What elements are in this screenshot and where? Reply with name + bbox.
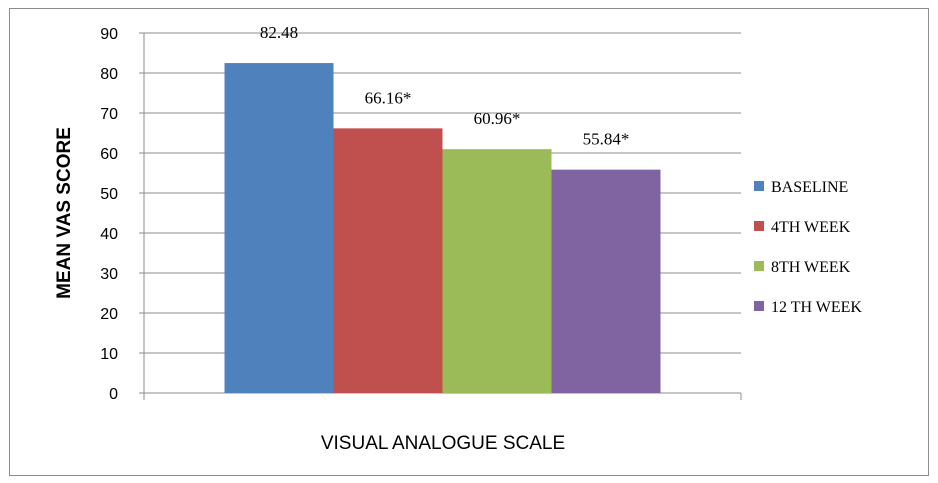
y-tick-label-50: 50 xyxy=(100,186,118,203)
y-tick-label-70: 70 xyxy=(100,106,118,123)
y-tick-label-10: 10 xyxy=(100,346,118,363)
legend-swatch-baseline xyxy=(754,181,764,191)
y-tick-label-40: 40 xyxy=(100,226,118,243)
y-tick-label-80: 80 xyxy=(100,66,118,83)
legend-swatch-4th-week xyxy=(754,221,764,231)
legend-label-8th-week: 8TH WEEK xyxy=(771,259,851,276)
y-tick-label-20: 20 xyxy=(100,306,118,323)
legend-label-12-th-week: 12 TH WEEK xyxy=(771,299,862,316)
legend-swatch-8th-week xyxy=(754,261,764,271)
data-label-baseline: 82.48 xyxy=(260,23,298,42)
bar-8th-week xyxy=(442,149,552,393)
y-tick-label-0: 0 xyxy=(109,386,118,403)
x-axis-title: VISUAL ANALOGUE SCALE xyxy=(321,433,565,454)
bars xyxy=(224,63,661,394)
data-labels: 82.48 66.16* 60.96* 55.84* xyxy=(260,23,630,149)
legend: BASELINE 4TH WEEK 8TH WEEK 12 TH WEEK xyxy=(754,179,862,316)
bar-baseline xyxy=(224,63,334,394)
data-label-4th-week: 66.16* xyxy=(365,88,412,107)
legend-label-4th-week: 4TH WEEK xyxy=(771,219,851,236)
data-label-12-th-week: 55.84* xyxy=(583,130,630,149)
legend-swatch-12-th-week xyxy=(754,301,764,311)
data-label-8th-week: 60.96* xyxy=(474,109,521,128)
y-tick-label-60: 60 xyxy=(100,146,118,163)
y-tick-label-30: 30 xyxy=(100,266,118,283)
bar-4th-week xyxy=(333,128,443,394)
legend-label-baseline: BASELINE xyxy=(771,179,848,196)
bar-12-th-week xyxy=(551,169,661,393)
y-tick-label-90: 90 xyxy=(100,26,118,43)
y-axis-title: MEAN VAS SCORE xyxy=(54,127,75,299)
